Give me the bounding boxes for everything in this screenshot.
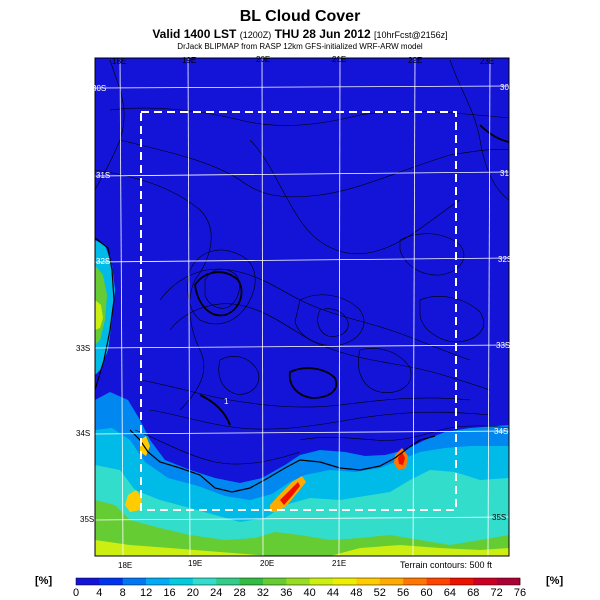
cloud-hotspot-central-core: [280, 482, 300, 505]
colorbar-swatch: [146, 578, 170, 585]
graticule: [95, 58, 509, 556]
lon-label-top: 19E: [182, 56, 196, 65]
inner-domain-box: [140, 111, 457, 511]
lon-label-bottom: 18E: [118, 561, 132, 570]
colorbar-swatch: [496, 578, 521, 585]
cloud-hotspot-east-core: [398, 452, 405, 465]
colorbar-tick-label: 4: [96, 587, 102, 599]
colorbar-swatch: [192, 578, 217, 585]
colorbar-tick-label: 20: [187, 587, 199, 599]
colorbar-tick-label: 28: [233, 587, 245, 599]
lon-label-bottom: 19E: [188, 559, 202, 568]
colorbar-tick-label: 72: [491, 587, 503, 599]
terrain-contours-major: [194, 124, 509, 426]
coastal-cloud-field-6: [330, 545, 509, 556]
west-coast-cloud-3: [95, 300, 103, 330]
colorbar-tick-label: 0: [73, 587, 79, 599]
coastal-cloud-field-4: [95, 500, 509, 556]
colorbar-swatch: [473, 578, 497, 585]
units-left: [%]: [35, 575, 52, 587]
colorbar-swatch: [333, 578, 357, 585]
lat-label-right: 31S: [500, 169, 514, 178]
colorbar-swatch: [426, 578, 451, 585]
colorbar-tick-label: 36: [280, 587, 292, 599]
lat-label-left: 32S: [96, 257, 110, 266]
colorbar-tick-label: 64: [444, 587, 456, 599]
colorbar-tick-label: 44: [327, 587, 339, 599]
lat-label-left: 33S: [76, 344, 90, 353]
lon-label-top: 21E: [332, 55, 346, 64]
lat-label-right: 34S: [494, 427, 508, 436]
coastal-cloud-field-5: [95, 540, 270, 556]
colorbar-swatch: [379, 578, 404, 585]
colorbar-swatch: [356, 578, 381, 585]
coastline: [95, 237, 436, 493]
forecast-info: [10hrFcst@2156z]: [373, 30, 448, 40]
map-plot-area: [95, 58, 509, 556]
colorbar-tick-label: 60: [420, 587, 432, 599]
colorbar-swatch: [169, 578, 194, 585]
valid-date: THU 28 Jun 2012: [274, 27, 371, 41]
colorbar-swatch: [262, 578, 287, 585]
lon-label-bottom: 20E: [260, 559, 274, 568]
lat-label-right: 35S: [492, 513, 506, 522]
lat-label-right: 30S: [500, 83, 514, 92]
cloud-hotspot-west: [125, 490, 142, 512]
colorbar-tick-label: 16: [163, 587, 175, 599]
lat-label-left: 31S: [96, 171, 110, 180]
colorbar-tick-label: 8: [120, 587, 126, 599]
utc-time: (1200Z): [239, 30, 272, 40]
colorbar-swatch: [122, 578, 147, 585]
colorbar-swatch: [403, 578, 427, 585]
colorbar: 0 4 8 12 16 20 24 28 32 36 40 44 48 52 56 60 64 68 72 76: [73, 577, 526, 599]
map-marker-label: 1: [224, 397, 229, 406]
lat-label-left: 30S: [92, 84, 106, 93]
lon-label-top: 23E: [480, 57, 494, 66]
lon-label-top: 18E: [112, 57, 126, 66]
colorbar-tick-label: 24: [210, 587, 222, 599]
units-right: [%]: [546, 575, 563, 587]
map-title: BL Cloud Cover: [239, 8, 361, 25]
colorbar-tick-label: 52: [374, 587, 386, 599]
colorbar-swatch: [239, 578, 264, 585]
lon-label-bottom: 21E: [332, 559, 346, 568]
colorbar-swatch: [216, 578, 240, 585]
lat-label-right: 33S: [496, 341, 510, 350]
colorbar-swatch: [286, 578, 310, 585]
colorbar-tick-label: 40: [304, 587, 316, 599]
colorbar-tick-label: 12: [140, 587, 152, 599]
colorbar-frame: [75, 577, 521, 586]
valid-time-subtitle: Valid 1400 LST (1200Z) THU 28 Jun 2012 […: [0, 27, 600, 41]
map-frame: [94, 57, 510, 557]
colorbar-swatch: [309, 578, 334, 585]
lon-label-top: 22E: [408, 56, 422, 65]
colorbar-swatch: [76, 578, 100, 585]
colorbar-tick-label: 76: [514, 587, 526, 599]
coastal-cloud-field-3: [95, 465, 509, 556]
lon-label-top: 20E: [256, 55, 270, 64]
colorbar-swatch: [449, 578, 474, 585]
colorbar-tick-label: 32: [257, 587, 269, 599]
model-credit: DrJack BLIPMAP from RASP 12km GFS-initia…: [177, 42, 423, 51]
colorbar-tick-label: 68: [467, 587, 479, 599]
colorbar-swatch: [99, 578, 124, 585]
lat-label-left: 35S: [80, 515, 94, 524]
colorbar-tick-label: 48: [350, 587, 362, 599]
valid-time: Valid 1400 LST: [152, 27, 237, 41]
lat-label-left: 34S: [76, 429, 90, 438]
lat-label-right: 32S: [498, 255, 512, 264]
terrain-contour-note: Terrain contours: 500 ft: [400, 560, 493, 570]
colorbar-tick-label: 56: [397, 587, 409, 599]
